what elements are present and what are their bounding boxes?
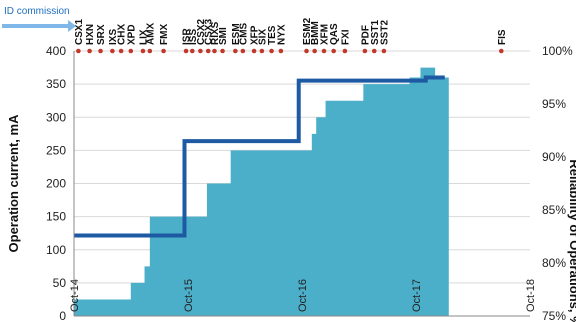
event-dot — [269, 48, 274, 54]
event-label: NYX — [276, 24, 287, 45]
x-tick-label: Oct-16 — [297, 279, 309, 312]
y-tick-label: 50 — [53, 276, 67, 290]
event-label: LIX — [138, 29, 149, 45]
y2-tick-label: 90% — [542, 150, 566, 164]
y-tick-label: 200 — [46, 177, 66, 191]
event-dot — [205, 48, 211, 54]
event-label: QAS — [329, 23, 340, 45]
event-label: SRX — [96, 24, 107, 45]
event-label: BMM — [310, 21, 321, 45]
event-dot — [304, 48, 309, 54]
event-label: RIXS — [210, 21, 221, 45]
event-label: TES — [267, 25, 278, 45]
event-label: SST1 — [370, 20, 381, 45]
event-dot — [140, 48, 146, 54]
event-dot — [259, 48, 265, 54]
event-label: CHX — [117, 24, 128, 45]
event-label: CSX2 — [196, 18, 207, 45]
x-tick-label: Oct-18 — [525, 279, 537, 312]
y-tick-label: 0 — [59, 309, 66, 322]
event-dot — [240, 48, 246, 54]
event-label: ISR — [182, 28, 193, 45]
event-dot — [362, 48, 368, 54]
event-dot — [189, 48, 195, 54]
event-dot — [76, 48, 81, 54]
current-area — [74, 67, 449, 316]
event-label: FIS — [497, 29, 508, 45]
event-label: SIX — [257, 29, 268, 45]
event-dot — [342, 48, 348, 54]
x-tick-label: Oct-17 — [411, 279, 423, 312]
event-dot — [331, 48, 336, 54]
y2-tick-label: 100% — [542, 44, 573, 58]
x-tick-label: Oct-14 — [69, 279, 81, 312]
event-dot — [87, 48, 92, 54]
reliability-line — [74, 75, 445, 238]
event-label: XFM — [320, 24, 331, 45]
event-label: CMS — [238, 22, 249, 45]
event-dot — [161, 48, 166, 54]
y-tick-label: 100 — [46, 243, 66, 257]
event-dot — [498, 48, 504, 54]
y-tick-label: 350 — [46, 77, 66, 91]
event-label: XFP — [250, 25, 261, 45]
id-commission-label: ID commission — [4, 6, 70, 17]
event-label: FMX — [159, 24, 170, 45]
area-series — [74, 67, 449, 316]
event-dot — [128, 48, 134, 54]
event-dot — [220, 48, 225, 54]
x-tick-label: Oct-15 — [183, 279, 195, 312]
event-label: SMI — [218, 27, 229, 45]
id-commission-arrow — [2, 20, 76, 32]
y2-tick-label: 75% — [542, 309, 566, 322]
y-tick-label: 250 — [46, 143, 66, 157]
event-label: AMX — [145, 22, 156, 45]
event-label: FXI — [340, 29, 351, 45]
step-line-series — [74, 75, 445, 238]
y2-axis-title: Reliability of Operations, % — [567, 159, 576, 322]
event-dot — [371, 48, 377, 54]
y-axis-title: Operation current, mA — [6, 114, 21, 253]
event-label: CSX1 — [74, 18, 85, 45]
y2-tick-label: 85% — [542, 203, 566, 217]
event-dot — [233, 48, 238, 54]
y-tick-label: 300 — [46, 110, 66, 124]
event-dot — [98, 48, 103, 54]
event-dot — [183, 48, 189, 54]
event-dot — [312, 48, 317, 54]
event-label: XPD — [126, 24, 137, 45]
event-label: ESM — [231, 23, 242, 45]
event-label: PDF — [360, 25, 371, 45]
event-dot — [118, 48, 124, 54]
event-label: ISS — [188, 29, 199, 45]
event-label: SST2 — [379, 20, 390, 45]
y-tick-label: 400 — [46, 44, 66, 58]
event-dot — [147, 48, 153, 54]
event-label: ESM2 — [302, 17, 313, 45]
event-dot — [198, 48, 203, 54]
event-dot — [251, 48, 257, 54]
event-label: IXS — [108, 29, 119, 45]
axes — [73, 51, 530, 317]
event-label: CSX3 — [204, 18, 215, 45]
event-dot — [381, 48, 387, 54]
event-dot — [110, 48, 115, 54]
y2-tick-label: 95% — [542, 97, 566, 111]
event-dot — [212, 48, 217, 54]
y2-tick-label: 80% — [542, 256, 566, 270]
event-dot — [321, 48, 327, 54]
event-label: HXN — [85, 24, 96, 45]
event-dot — [278, 48, 284, 54]
axis-labels: 0 50 100 150 200 250 300 350 400 75% 80% 85% 90% 95% 1… — [2, 6, 576, 322]
y-tick-label: 150 — [46, 210, 66, 224]
